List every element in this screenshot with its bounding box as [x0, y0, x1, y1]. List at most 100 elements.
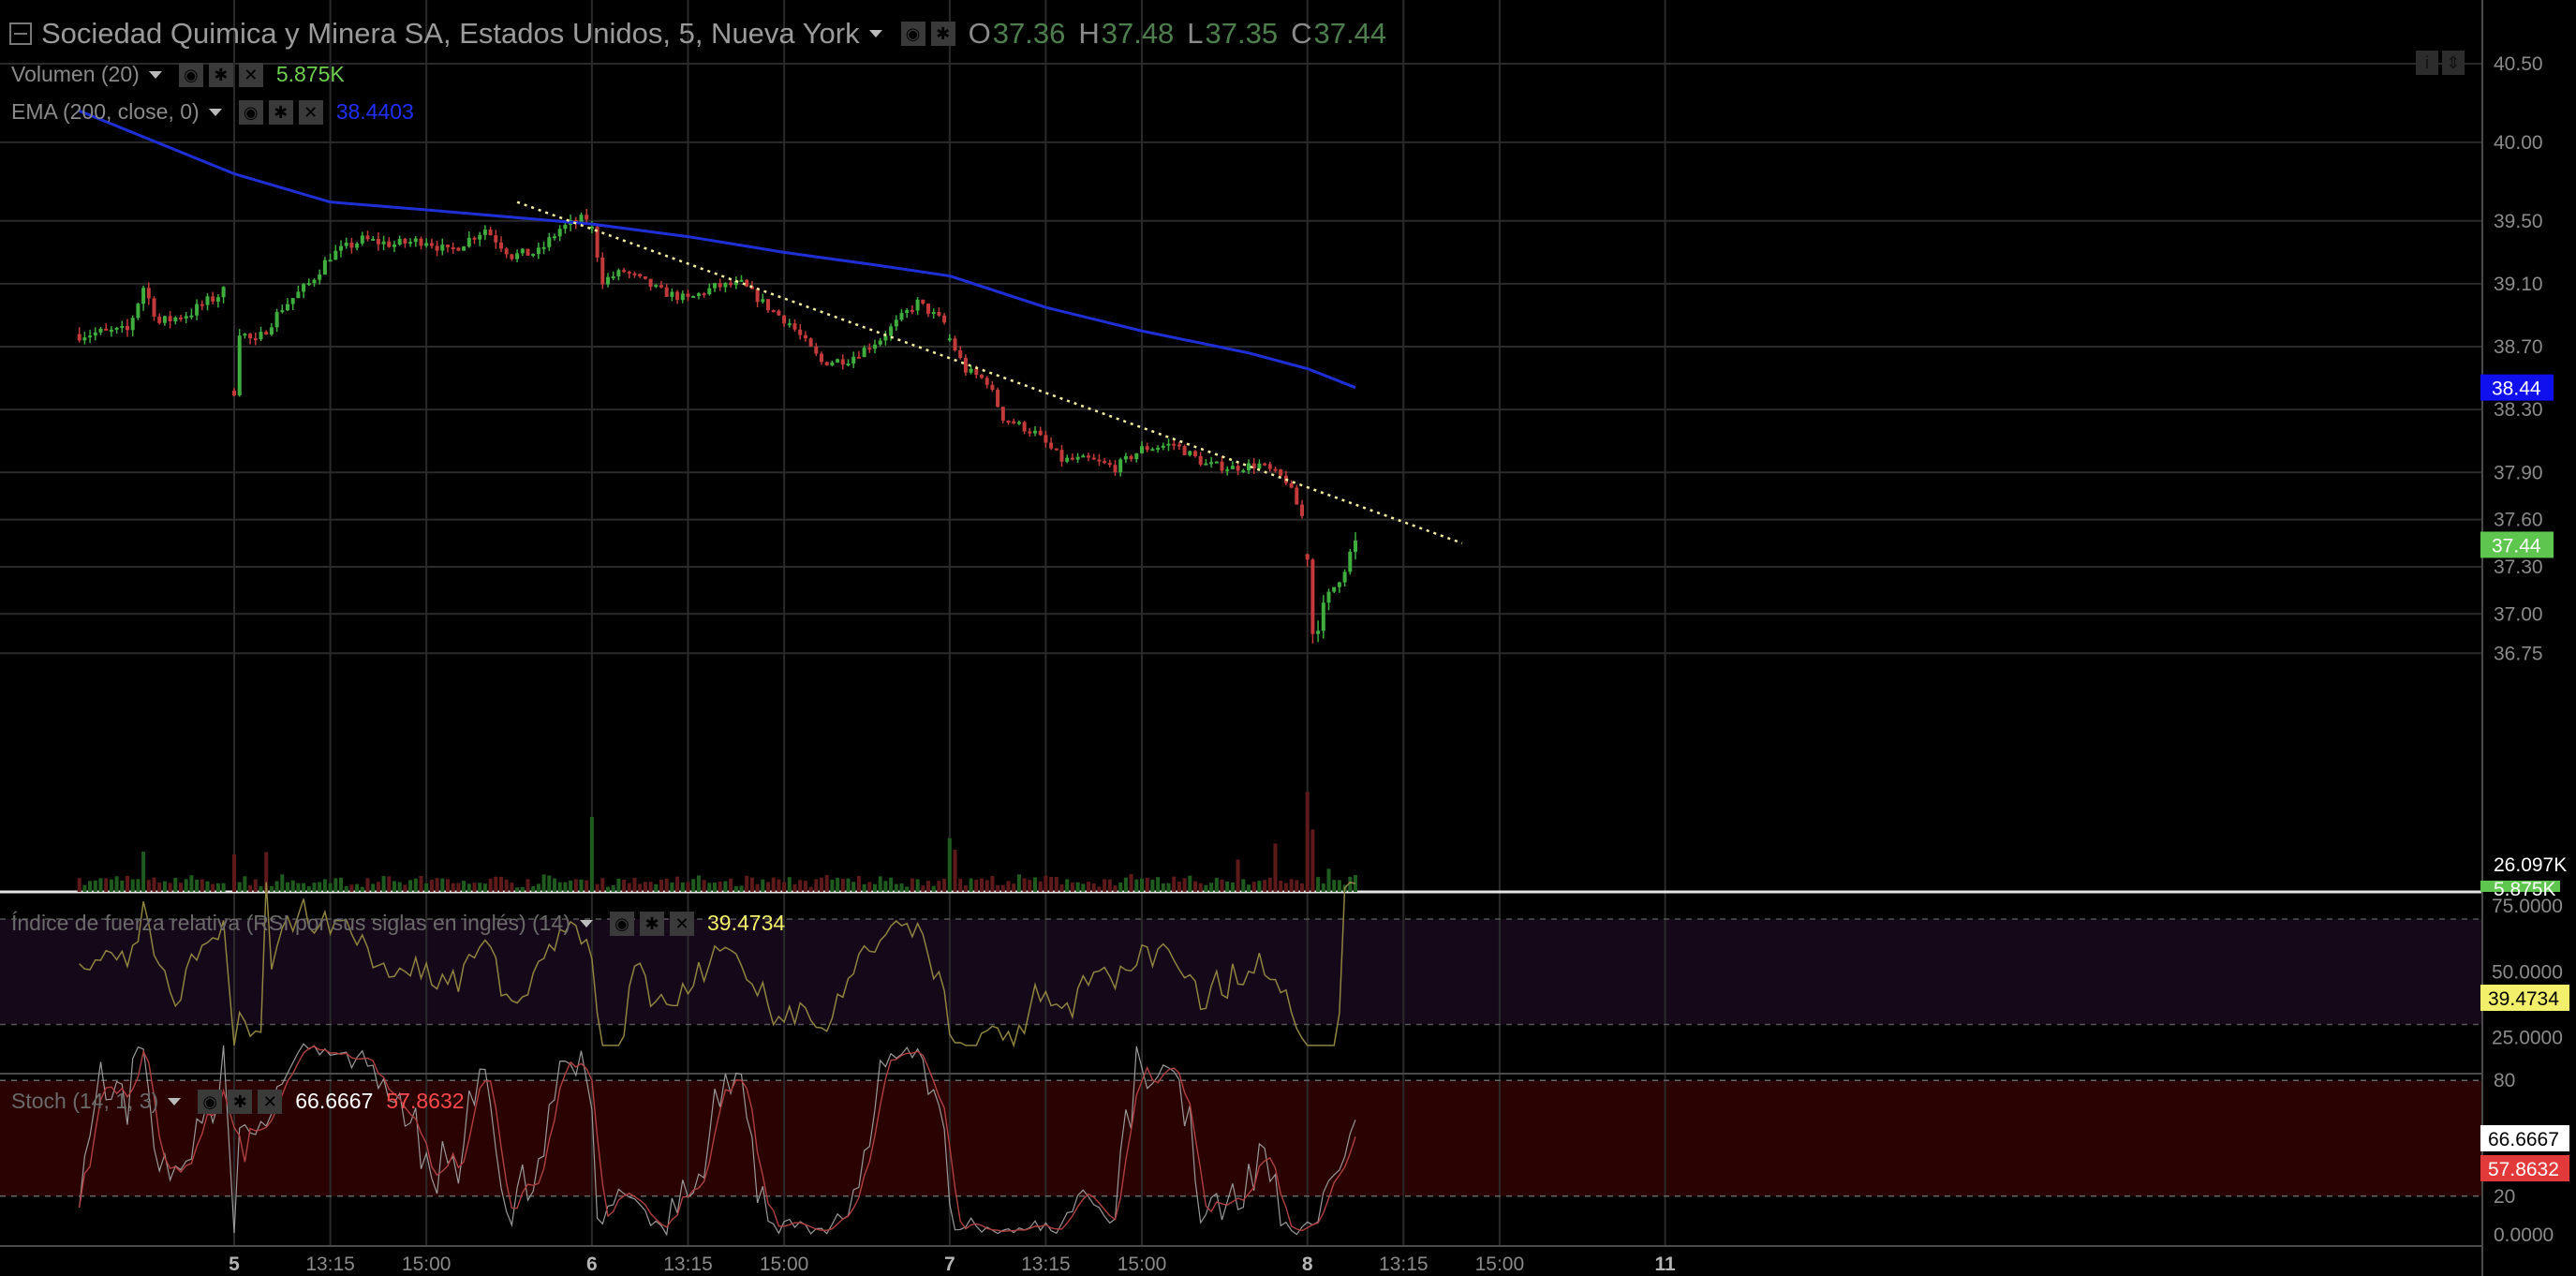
candle	[777, 310, 781, 316]
volume-bar	[195, 879, 200, 892]
candle	[632, 273, 637, 275]
candle	[344, 242, 348, 246]
stoch-k-label: 66.6667	[2488, 1129, 2559, 1150]
gear-icon[interactable]: ✱	[228, 1089, 253, 1114]
rsi-band	[0, 919, 2482, 1025]
candle	[729, 282, 733, 286]
candle	[146, 288, 151, 299]
info-icon[interactable]: i	[2416, 51, 2438, 75]
candle	[312, 279, 317, 284]
volume-bar	[654, 883, 659, 892]
candle	[980, 375, 984, 378]
volume-bar	[1332, 880, 1337, 892]
candle	[211, 296, 215, 302]
eye-icon[interactable]: ◉	[178, 62, 203, 87]
volume-bar	[381, 876, 386, 892]
candle	[419, 238, 423, 246]
eye-icon[interactable]: ◉	[610, 911, 635, 936]
volume-bar	[851, 882, 856, 892]
candle	[691, 296, 696, 299]
volume-bar	[318, 882, 322, 892]
eye-icon[interactable]: ◉	[198, 1089, 223, 1114]
volume-bar	[755, 883, 760, 892]
rsi-value: 39.4734	[707, 911, 786, 935]
chevron-down-icon[interactable]	[208, 108, 222, 116]
rsi-name[interactable]: Índice de fuerza relativa (RSI por sus s…	[11, 911, 571, 935]
candle	[942, 315, 947, 323]
candle	[248, 334, 253, 339]
volume-bar	[82, 884, 87, 892]
candle	[232, 391, 236, 395]
volume-bar	[707, 883, 712, 892]
volume-bar	[466, 883, 471, 892]
volume-bar	[237, 882, 242, 892]
candle	[680, 293, 685, 301]
volume-bar	[515, 887, 520, 892]
expand-icon[interactable]: ⇕	[2442, 51, 2465, 75]
stoch-name[interactable]: Stoch (14, 1, 3)	[11, 1089, 159, 1113]
ema-name[interactable]: EMA (200, close, 0)	[11, 99, 200, 124]
close-icon[interactable]: ✕	[670, 911, 695, 936]
volume-bar	[958, 879, 963, 892]
symbol-title[interactable]: Sociedad Quimica y Minera SA, Estados Un…	[41, 17, 860, 50]
candle	[1012, 421, 1016, 424]
close-icon[interactable]: ✕	[238, 62, 263, 87]
candle	[403, 238, 407, 244]
gear-icon[interactable]: ✱	[930, 22, 955, 46]
candle	[1075, 456, 1080, 460]
volume-bar	[541, 874, 546, 892]
candle	[808, 338, 813, 347]
volume-bar	[873, 883, 877, 892]
volume-bar	[1033, 877, 1037, 892]
candle	[264, 332, 269, 334]
volume-bar	[600, 878, 605, 892]
volume-bar	[1123, 877, 1128, 892]
volume-bar	[403, 884, 407, 892]
ema-legend: EMA (200, close, 0) ◉ ✱ ✕ 38.4403	[11, 99, 414, 125]
volume-bar	[980, 878, 984, 892]
volume-bar	[1348, 876, 1353, 892]
candle	[1123, 455, 1128, 460]
gear-icon[interactable]: ✱	[268, 99, 293, 125]
collapse-icon[interactable]	[9, 22, 32, 45]
volume-bar	[1198, 883, 1203, 892]
chevron-down-icon[interactable]	[868, 30, 882, 37]
candle	[851, 356, 856, 364]
volume-name[interactable]: Volumen (20)	[11, 62, 140, 86]
volume-bar	[691, 879, 696, 892]
volume-bar	[761, 879, 765, 892]
candle	[1097, 459, 1102, 462]
close-icon[interactable]: ✕	[298, 99, 323, 125]
volume-bar	[435, 878, 439, 892]
chevron-down-icon[interactable]	[148, 70, 162, 79]
chevron-down-icon[interactable]	[168, 1097, 182, 1105]
volume-bar	[579, 879, 584, 892]
volume-bar	[1081, 883, 1086, 892]
volume-bar	[1150, 879, 1155, 892]
candle	[440, 245, 445, 251]
eye-icon[interactable]: ◉	[900, 22, 925, 46]
chevron-down-icon[interactable]	[580, 919, 594, 927]
volume-bar	[915, 879, 920, 892]
time-tick-label: 13:15	[305, 1254, 355, 1275]
candle	[563, 224, 568, 230]
volume-bar	[585, 880, 589, 892]
candle	[328, 260, 333, 262]
gear-icon[interactable]: ✱	[640, 911, 665, 936]
volume-bar	[1156, 877, 1161, 892]
eye-icon[interactable]: ◉	[238, 99, 263, 125]
candle	[1161, 445, 1165, 448]
candle	[286, 304, 289, 311]
volume-bar	[488, 878, 493, 892]
close-icon[interactable]: ✕	[258, 1089, 283, 1114]
volume-bar	[926, 881, 930, 892]
volume-bar	[312, 883, 317, 892]
time-tick-label: 15:00	[760, 1254, 809, 1275]
candle	[1305, 554, 1310, 560]
gear-icon[interactable]: ✱	[208, 62, 233, 87]
candle	[1059, 450, 1064, 462]
candle	[205, 296, 210, 305]
price-tick-label: 36.75	[2494, 643, 2543, 664]
volume-bar	[996, 884, 1000, 892]
